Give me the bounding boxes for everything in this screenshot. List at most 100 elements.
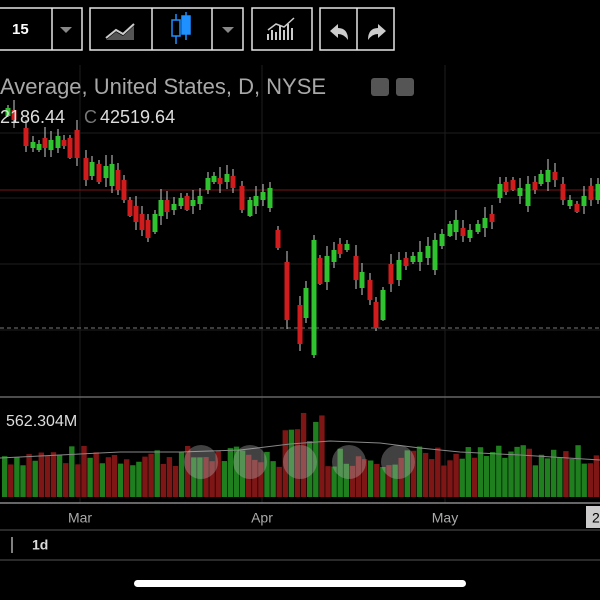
- volume-bar: [380, 466, 386, 497]
- candle-body: [145, 220, 151, 238]
- volume-bar: [569, 458, 575, 497]
- candle-body: [178, 198, 184, 206]
- candle-body: [61, 140, 67, 146]
- volume-bar: [508, 451, 514, 497]
- candle-body: [275, 230, 281, 248]
- candle-body: [532, 182, 538, 190]
- dropdown-arrow[interactable]: [60, 27, 72, 33]
- volume-bar: [447, 460, 453, 497]
- candle-body: [83, 158, 89, 180]
- candle-body: [260, 192, 266, 200]
- candle-body: [284, 262, 290, 320]
- volume-bar: [331, 466, 337, 497]
- scroll-left-button[interactable]: [184, 445, 218, 479]
- volume-bar: [386, 465, 392, 497]
- volume-bar: [111, 454, 118, 497]
- settings-icon[interactable]: [396, 78, 414, 96]
- dropdown-arrow[interactable]: [222, 27, 234, 33]
- volume-bar: [361, 459, 368, 497]
- navigation-buttons: [184, 445, 415, 479]
- zoom-out-button[interactable]: [233, 445, 267, 479]
- indicators-icon: [267, 17, 295, 31]
- volume-bar: [435, 447, 441, 497]
- candle-body: [417, 252, 423, 262]
- reset-button[interactable]: [283, 445, 317, 479]
- volume-bar: [313, 421, 319, 497]
- time-label: Apr: [251, 510, 273, 526]
- volume-bar: [239, 450, 246, 497]
- redo-icon[interactable]: [368, 24, 386, 40]
- volume-bar: [349, 465, 356, 497]
- candle-body: [574, 204, 580, 212]
- volume-bar: [87, 457, 93, 497]
- candle-body: [48, 140, 54, 150]
- candle-body: [224, 174, 230, 182]
- candle-body: [396, 260, 402, 280]
- volume-bar: [270, 461, 276, 497]
- candle-body: [67, 138, 73, 158]
- candle-body: [55, 136, 61, 148]
- area-icon: [106, 26, 134, 40]
- volume-bar: [593, 455, 600, 497]
- candle-body: [517, 188, 523, 196]
- candle-body: [247, 200, 253, 216]
- volume-bar: [44, 456, 51, 497]
- candle-body: [190, 200, 196, 206]
- candle-icon[interactable]: [181, 15, 191, 35]
- candle-body: [267, 188, 273, 208]
- volume-bar: [20, 465, 26, 497]
- volume-bar: [56, 454, 63, 497]
- range-button[interactable]: 1d: [32, 537, 48, 553]
- candle-body: [205, 178, 211, 190]
- volume-bar: [227, 448, 234, 497]
- volume-bar: [496, 445, 502, 497]
- volume-bar: [276, 466, 282, 497]
- candle-body: [109, 164, 115, 186]
- volume-bar: [264, 451, 270, 497]
- line-chart-icon[interactable]: [105, 23, 135, 39]
- candle-body: [139, 214, 145, 230]
- volume-bar: [343, 463, 349, 497]
- candle-body: [425, 246, 431, 258]
- volume-bar: [203, 457, 209, 497]
- candle-icon[interactable]: [171, 19, 181, 37]
- candle-body: [331, 250, 337, 262]
- undo-icon[interactable]: [330, 24, 348, 40]
- volume-bar: [416, 446, 423, 497]
- candle-body: [432, 240, 438, 270]
- volume-bar: [288, 429, 295, 497]
- toolbar: [0, 7, 395, 51]
- candle-body: [545, 170, 551, 182]
- volume-bar: [477, 447, 484, 497]
- zoom-in-button[interactable]: [332, 445, 366, 479]
- candle-body: [253, 196, 259, 206]
- volume-bar: [63, 463, 69, 497]
- time-label: May: [432, 510, 458, 526]
- candle-body: [211, 176, 217, 182]
- indicators-button[interactable]: [251, 7, 313, 51]
- volume-bar: [502, 457, 508, 497]
- candle-body: [460, 228, 466, 236]
- candle-body: [127, 200, 133, 216]
- volume-bar: [117, 463, 124, 497]
- volume-bar: [337, 448, 343, 497]
- candle-body: [42, 138, 48, 148]
- candle-body: [567, 200, 573, 206]
- interval-button[interactable]: [0, 7, 83, 51]
- volume-bar: [124, 459, 130, 497]
- candle-body: [184, 196, 190, 210]
- candle-body: [230, 176, 236, 188]
- candle-body: [5, 108, 11, 116]
- camera-icon[interactable]: [371, 78, 389, 96]
- volume-bar: [160, 464, 166, 497]
- chart-type-group: [89, 7, 244, 51]
- volume-bar: [563, 451, 569, 497]
- time-label: Mar: [68, 510, 92, 526]
- scroll-right-button[interactable]: [381, 445, 415, 479]
- volume-bar: [526, 448, 532, 497]
- volume-bar: [538, 454, 545, 497]
- volume-bar: [209, 461, 215, 497]
- interval-text[interactable]: 15: [12, 21, 29, 38]
- volume-bar: [197, 457, 203, 497]
- volume-bar: [325, 466, 331, 497]
